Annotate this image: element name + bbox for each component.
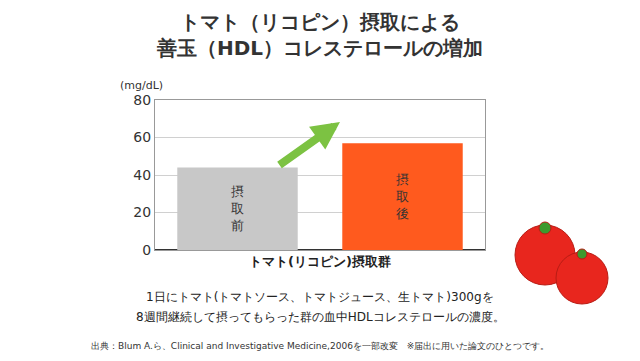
svg-text:0: 0 xyxy=(142,242,151,258)
svg-text:トマト（リコピン）摂取による善玉（HDL）コレステロールの増: トマト（リコピン）摂取による善玉（HDL）コレステロールの増加 xyxy=(156,10,483,60)
svg-text:トマト(リコピン)摂取群: トマト(リコピン)摂取群 xyxy=(249,254,391,269)
svg-text:80: 80 xyxy=(133,92,151,108)
svg-text:出典：Blum A.ら、Clinical and Inves: 出典：Blum A.ら、Clinical and Investigative M… xyxy=(91,341,549,351)
svg-text:60: 60 xyxy=(133,129,151,145)
svg-text:摂取後: 摂取後 xyxy=(396,172,409,221)
svg-text:8週間継続して摂ってもらった群の血中HDLコレステロールの濃: 8週間継続して摂ってもらった群の血中HDLコレステロールの濃度。 xyxy=(136,310,505,324)
svg-text:摂取前: 摂取前 xyxy=(231,184,244,233)
svg-text:20: 20 xyxy=(133,204,151,220)
svg-text:1日にトマト(トマトソース、トマトジュース、生トマト)300: 1日にトマト(トマトソース、トマトジュース、生トマト)300gを xyxy=(146,290,494,304)
svg-text:(mg/dL): (mg/dL) xyxy=(120,79,163,92)
svg-text:40: 40 xyxy=(133,167,151,183)
